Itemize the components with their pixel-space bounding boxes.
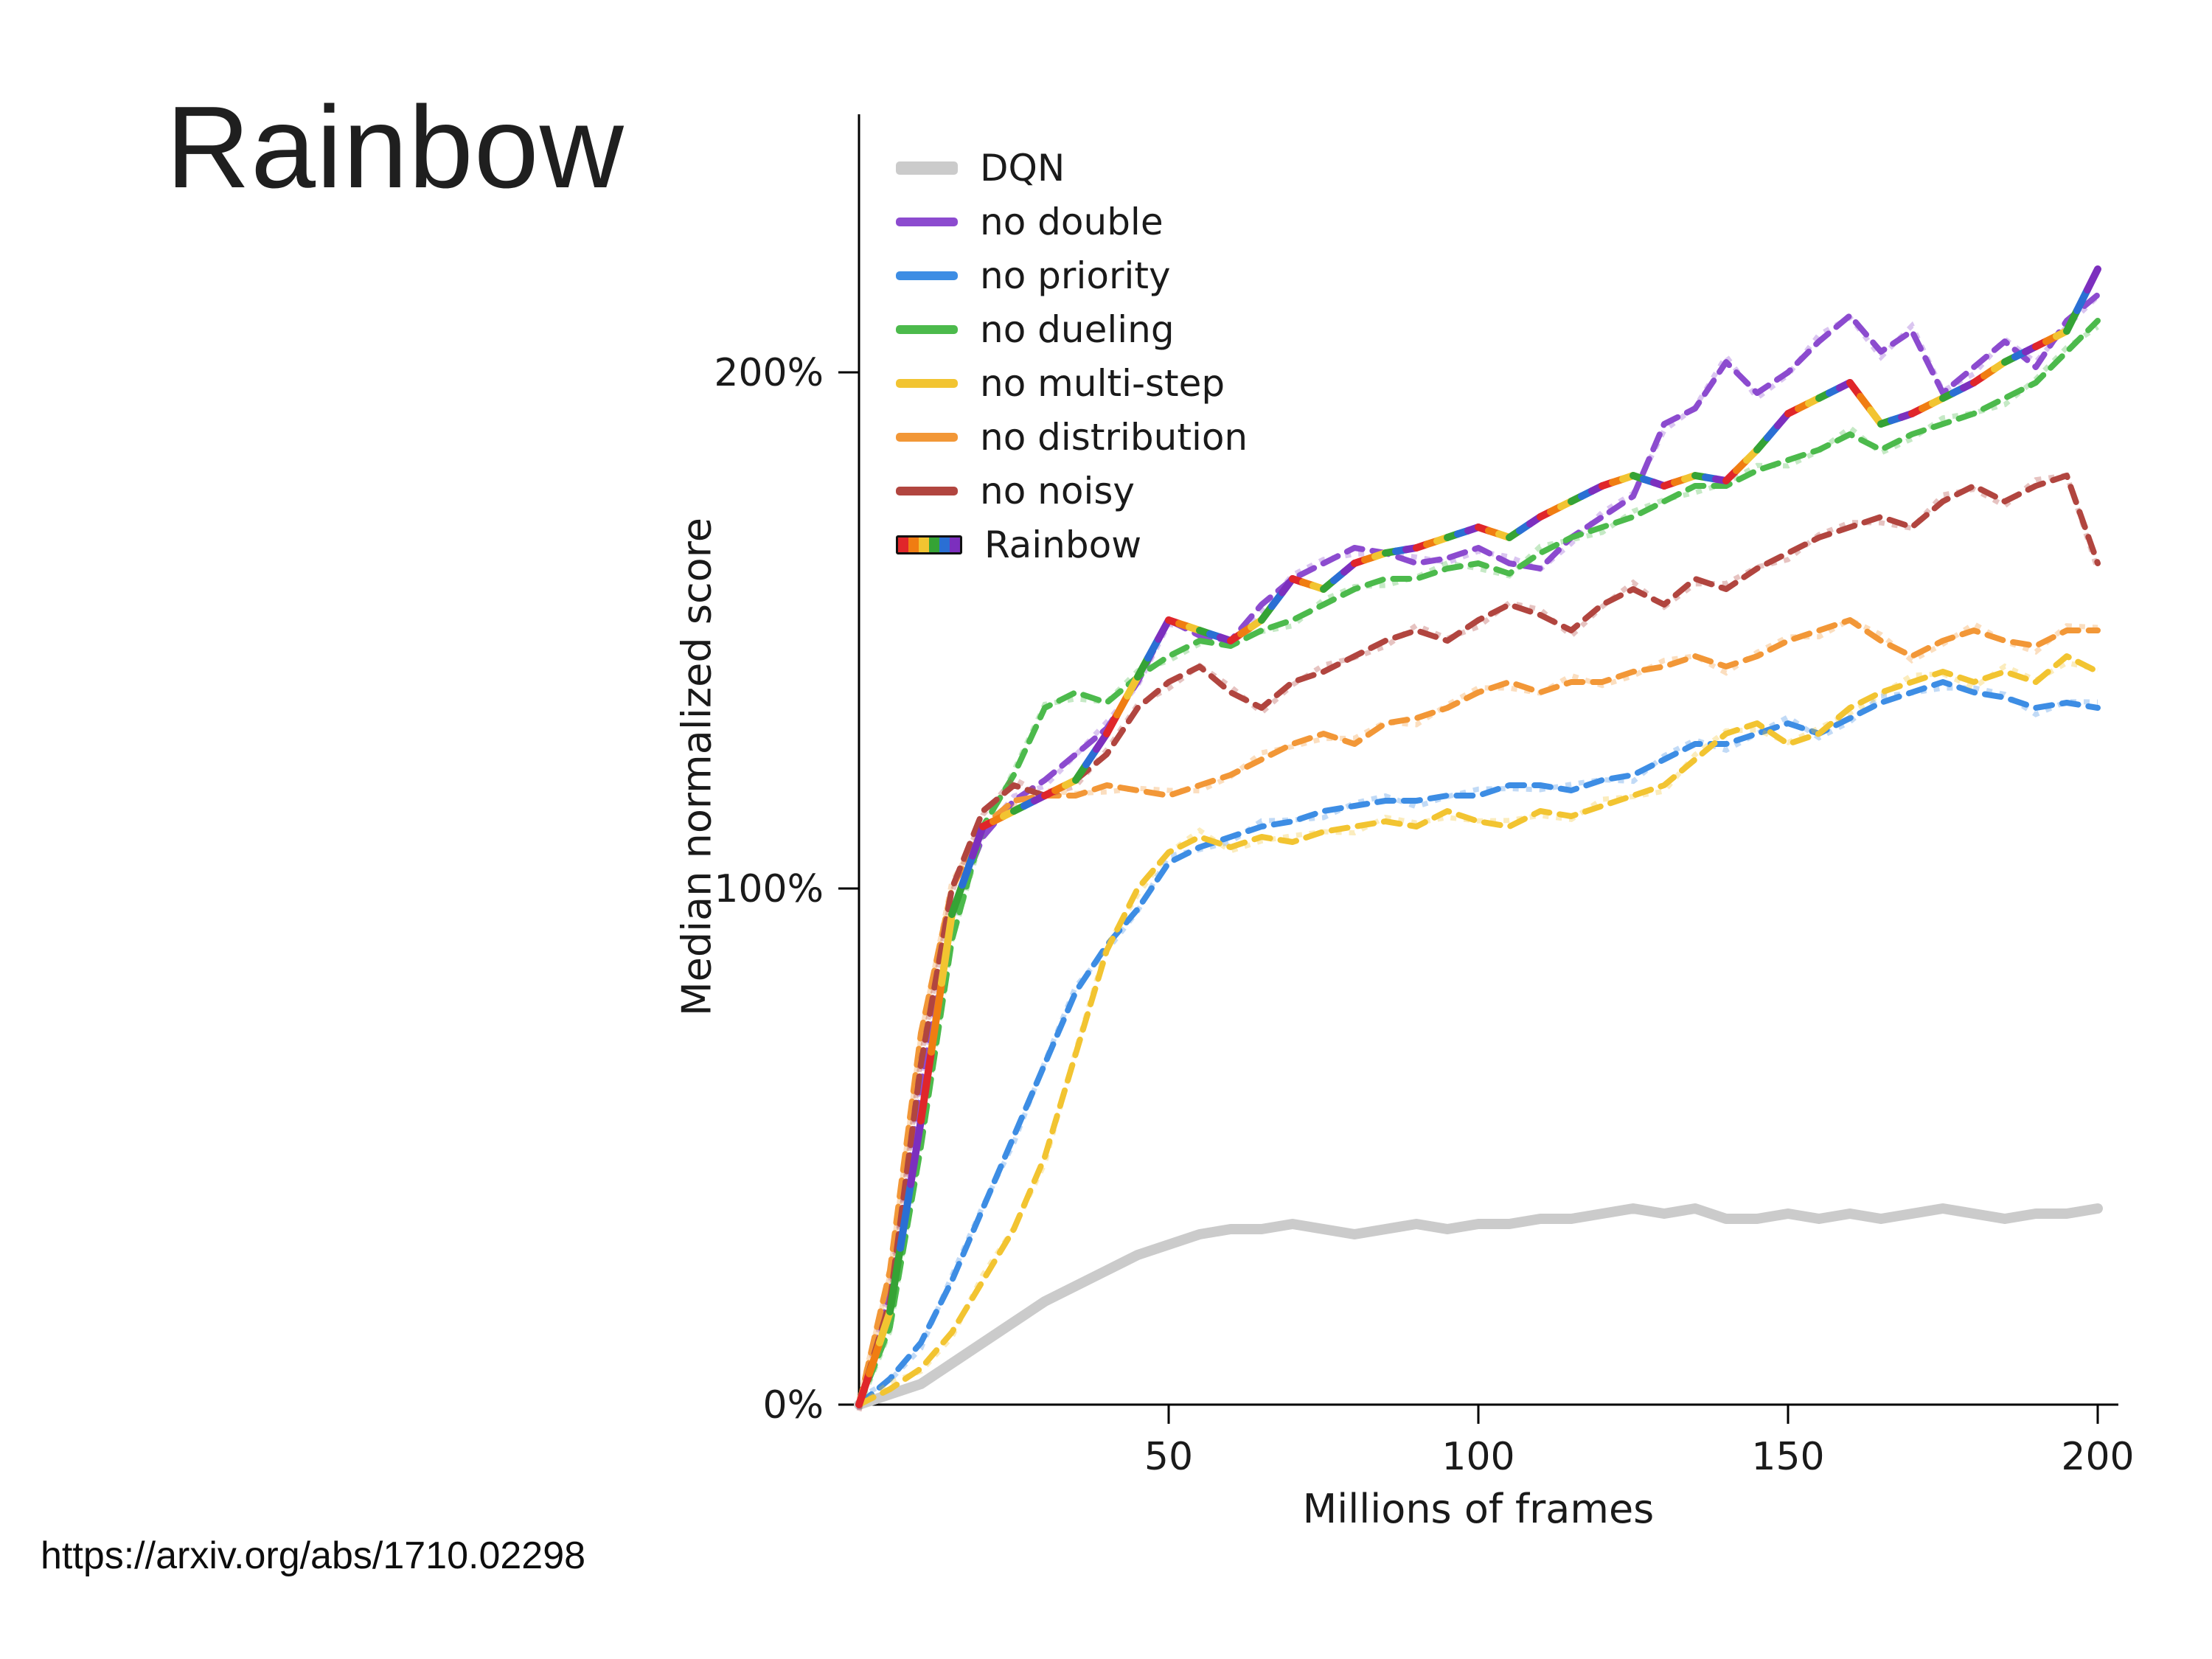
x-tick-label: 150 bbox=[1751, 1435, 1824, 1479]
series-shadow-no-distribution bbox=[856, 616, 2098, 1399]
series-no-noisy bbox=[856, 473, 2101, 1408]
series-no-priority bbox=[856, 679, 2101, 1408]
legend-label: no multi-step bbox=[980, 362, 1225, 405]
legend-swatch-no-distribution bbox=[896, 433, 958, 442]
series-rainbow-segment bbox=[969, 823, 987, 860]
series-no-multi-step bbox=[856, 653, 2101, 1408]
series-rainbow-segment bbox=[938, 911, 956, 987]
legend-item-no-priority: no priority bbox=[896, 254, 1248, 298]
legend-item-rainbow: Rainbow bbox=[896, 523, 1248, 567]
series-rainbow-segment bbox=[948, 881, 966, 918]
series-rainbow-segment bbox=[959, 852, 976, 889]
series-rainbow-segment bbox=[897, 1180, 914, 1252]
series-rainbow-segment bbox=[876, 1308, 894, 1346]
legend-label: no distribution bbox=[980, 416, 1248, 459]
series-no-distribution bbox=[856, 617, 2101, 1408]
series-rainbow-segment bbox=[928, 979, 945, 1056]
legend-swatch-no-double bbox=[896, 218, 958, 226]
series-rainbow-segment bbox=[2084, 265, 2101, 293]
x-axis-label: Millions of frames bbox=[1302, 1486, 1655, 1532]
legend-swatch-no-priority bbox=[896, 271, 958, 280]
series-dqn bbox=[854, 1203, 2103, 1410]
legend-label: no priority bbox=[980, 254, 1171, 297]
legend-item-no-multi-step: no multi-step bbox=[896, 361, 1248, 406]
x-tick-label: 200 bbox=[2061, 1435, 2134, 1479]
series-shadow-no-noisy bbox=[856, 472, 2101, 1412]
series-rainbow-segment bbox=[866, 1339, 883, 1377]
x-tick-label: 100 bbox=[1441, 1435, 1514, 1479]
x-tick-label: 50 bbox=[1144, 1435, 1193, 1479]
chart-legend: DQN no double no priority no dueling no mult… bbox=[896, 146, 1248, 567]
series-rainbow-segment bbox=[886, 1244, 904, 1315]
legend-swatch-rainbow bbox=[896, 535, 962, 554]
legend-swatch-dqn bbox=[896, 161, 958, 175]
legend-swatch-no-multi-step bbox=[896, 379, 958, 388]
legend-label: no double bbox=[980, 201, 1164, 243]
legend-item-dqn: DQN bbox=[896, 146, 1248, 190]
y-axis-label: Median normalized score bbox=[673, 518, 720, 1016]
series-shadow-no-double bbox=[856, 294, 2100, 1411]
legend-swatch-no-dueling bbox=[896, 325, 958, 334]
legend-item-no-distribution: no distribution bbox=[896, 415, 1248, 459]
legend-swatch-no-noisy bbox=[896, 487, 958, 495]
series-shadow-no-priority bbox=[858, 685, 2098, 1401]
legend-label: DQN bbox=[980, 147, 1065, 189]
legend-item-no-dueling: no dueling bbox=[896, 307, 1248, 352]
series-shadow-no-multi-step bbox=[857, 660, 2098, 1408]
arxiv-url: https://arxiv.org/abs/1710.02298 bbox=[41, 1534, 586, 1577]
legend-label: Rainbow bbox=[984, 524, 1142, 566]
series-no-double bbox=[856, 292, 2101, 1408]
legend-label: no dueling bbox=[980, 308, 1175, 351]
legend-item-no-double: no double bbox=[896, 200, 1248, 244]
y-tick-label: 0% bbox=[763, 1383, 824, 1427]
series-rainbow-segment bbox=[907, 1117, 925, 1189]
series-no-dueling bbox=[856, 318, 2101, 1408]
slide-title: Rainbow bbox=[166, 83, 625, 212]
series-rainbow-segment bbox=[855, 1370, 873, 1408]
legend-label: no noisy bbox=[980, 470, 1135, 512]
series-rainbow-segment bbox=[917, 1048, 935, 1124]
series-rainbow-segment bbox=[2073, 286, 2091, 314]
y-tick-label: 100% bbox=[714, 867, 824, 911]
series-rainbow-segment bbox=[2063, 307, 2081, 335]
y-tick-label: 200% bbox=[714, 351, 824, 395]
legend-item-no-noisy: no noisy bbox=[896, 469, 1248, 513]
